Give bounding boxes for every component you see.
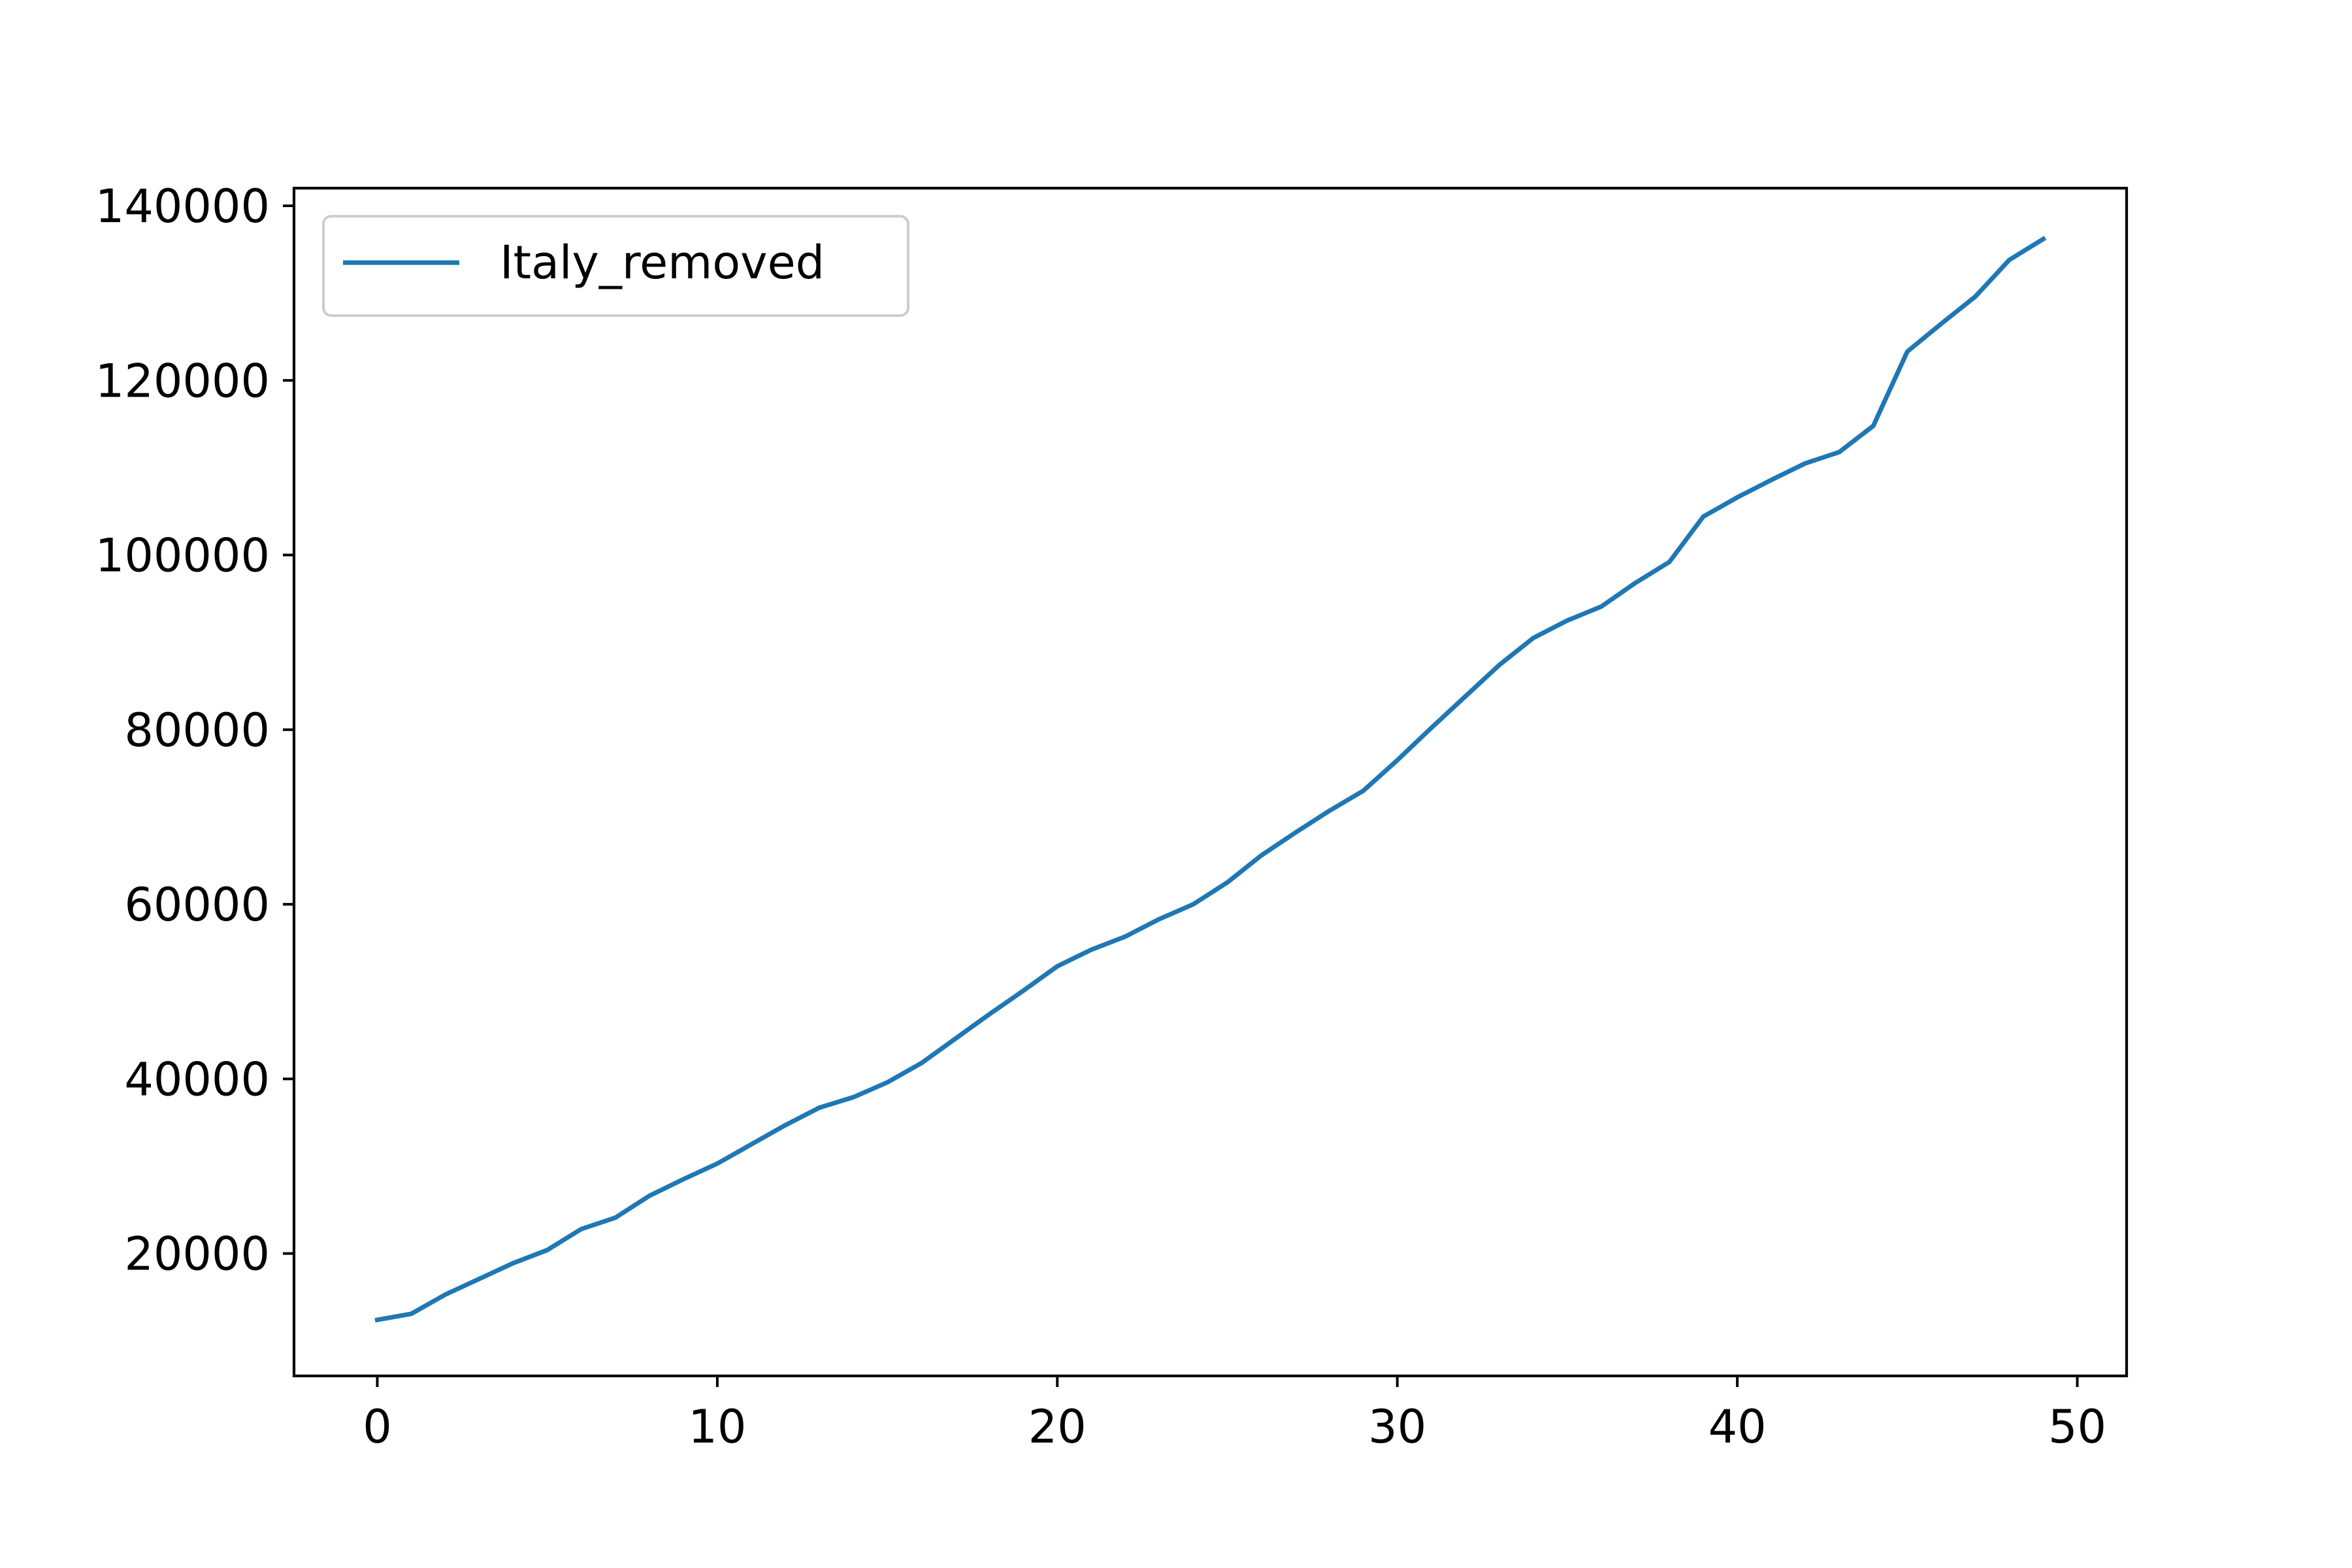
y-tick-label: 100000 (95, 529, 270, 583)
x-tick-label: 20 (1028, 1400, 1086, 1454)
x-tick-label: 40 (1708, 1400, 1767, 1454)
x-tick-label: 30 (1368, 1400, 1426, 1454)
legend: Italy_removed (322, 215, 909, 317)
legend-box (322, 215, 909, 317)
x-tick-label: 10 (688, 1400, 746, 1454)
y-tick-label: 80000 (124, 704, 270, 757)
y-tick-label: 140000 (95, 180, 270, 233)
y-tick-label: 60000 (124, 878, 270, 932)
series-line-italy-removed (374, 235, 2047, 1323)
y-tick-label: 20000 (124, 1228, 270, 1281)
x-tick-label: 0 (363, 1400, 392, 1454)
y-axis: 20000 40000 60000 80000 100000 120000 140000 (95, 180, 294, 1281)
x-axis: 0 10 20 30 40 50 (363, 1376, 2106, 1454)
y-tick-label: 40000 (124, 1053, 270, 1106)
x-tick-label: 50 (2048, 1400, 2106, 1454)
series-layer (374, 235, 2047, 1323)
plot-area-frame (292, 186, 2129, 1378)
legend-label-italy-removed: Italy_removed (500, 236, 825, 289)
y-tick-label: 120000 (95, 354, 270, 408)
